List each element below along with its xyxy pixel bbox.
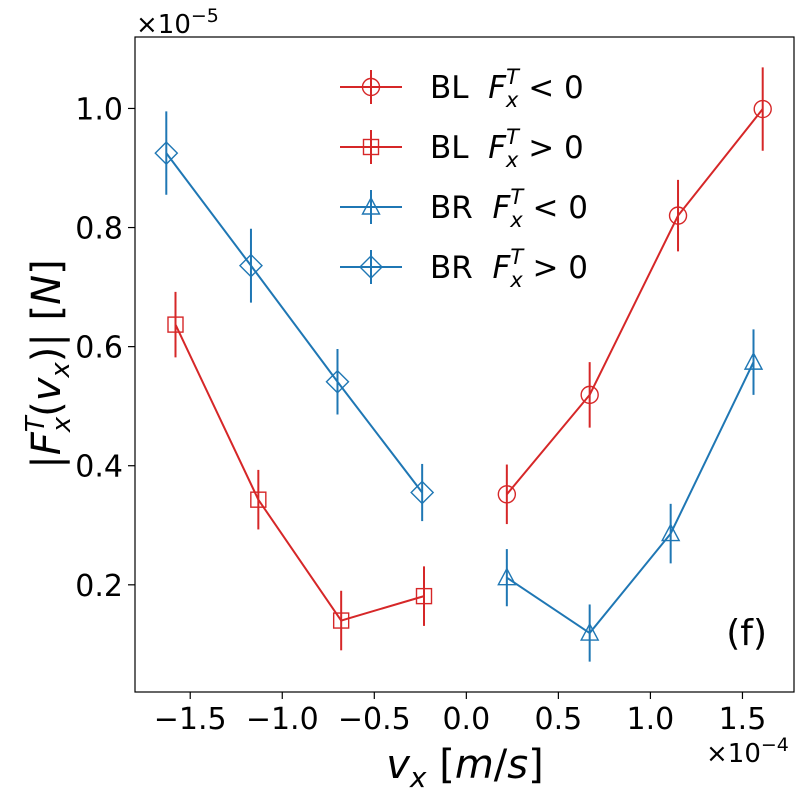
- legend-entry: BR FT x > 0: [340, 245, 588, 292]
- y-tick-label: 0.6: [75, 331, 123, 366]
- data-point: [753, 99, 772, 119]
- plot-area: [154, 67, 772, 662]
- y-tick-label: 0.8: [75, 212, 123, 247]
- series-line: [506, 361, 755, 635]
- data-point: [167, 316, 184, 333]
- x-tick-label: −1.5: [154, 702, 227, 737]
- legend-marker: [361, 196, 381, 215]
- data-point: [580, 385, 599, 405]
- legend-entry: BR FT x < 0: [340, 185, 588, 232]
- x-axis-title: vx [m/s]: [386, 742, 543, 794]
- series-line: [165, 152, 423, 494]
- data-point: [661, 523, 681, 542]
- data-point: [154, 141, 179, 166]
- data-point: [410, 480, 435, 505]
- x-axis: −1.5 −1.0 −0.5 0.0 0.5 1.0 1.5: [154, 692, 767, 737]
- y-multiplier-label: ×10−5: [136, 5, 219, 40]
- legend-label: BL FT x < 0: [430, 65, 584, 112]
- legend-entry: BL FT x > 0: [340, 125, 584, 172]
- panel-label: (f): [726, 613, 767, 654]
- legend-marker: [361, 77, 381, 97]
- y-axis: 0.2 0.4 0.6 0.8 1.0: [75, 92, 135, 604]
- series-line: [506, 108, 764, 495]
- data-point: [580, 622, 600, 641]
- legend-entry: BL FT x < 0: [340, 65, 584, 112]
- data-point: [497, 567, 517, 586]
- data-point: [497, 485, 517, 504]
- x-tick-label: 1.5: [719, 702, 767, 737]
- y-tick-label: 0.2: [75, 569, 123, 604]
- data-point: [415, 587, 433, 605]
- y-tick-label: 0.4: [75, 450, 123, 485]
- data-point: [250, 491, 267, 508]
- y-axis-title: |FTx(vx)| [N]: [21, 259, 77, 468]
- x-tick-label: −0.5: [338, 702, 411, 737]
- x-tick-label: 0.5: [535, 702, 583, 737]
- data-point: [332, 612, 350, 629]
- x-multiplier-label: ×10−4: [706, 734, 789, 769]
- legend: BL FT x < 0 BL FT x > 0 BR FT x < 0 BR FT x > 0: [340, 65, 588, 292]
- x-tick-label: 0.0: [442, 702, 490, 737]
- x-tick-label: 1.0: [627, 702, 675, 737]
- data-point: [668, 206, 688, 225]
- data-point: [238, 253, 263, 278]
- y-tick-label: 1.0: [75, 92, 123, 127]
- legend-label: BR FT x < 0: [430, 185, 588, 232]
- legend-label: BL FT x > 0: [430, 125, 584, 172]
- data-point: [325, 369, 350, 394]
- legend-label: BR FT x > 0: [430, 245, 588, 292]
- x-tick-label: −1.0: [246, 702, 319, 737]
- series-line: [174, 324, 425, 622]
- plot-frame: [134, 36, 795, 693]
- data-point: [743, 351, 764, 370]
- series-3: [497, 329, 764, 662]
- series-2: [167, 291, 433, 651]
- series-4: [154, 111, 435, 522]
- series-1: [497, 67, 772, 525]
- legend-marker: [359, 255, 383, 279]
- legend-marker: [362, 138, 380, 156]
